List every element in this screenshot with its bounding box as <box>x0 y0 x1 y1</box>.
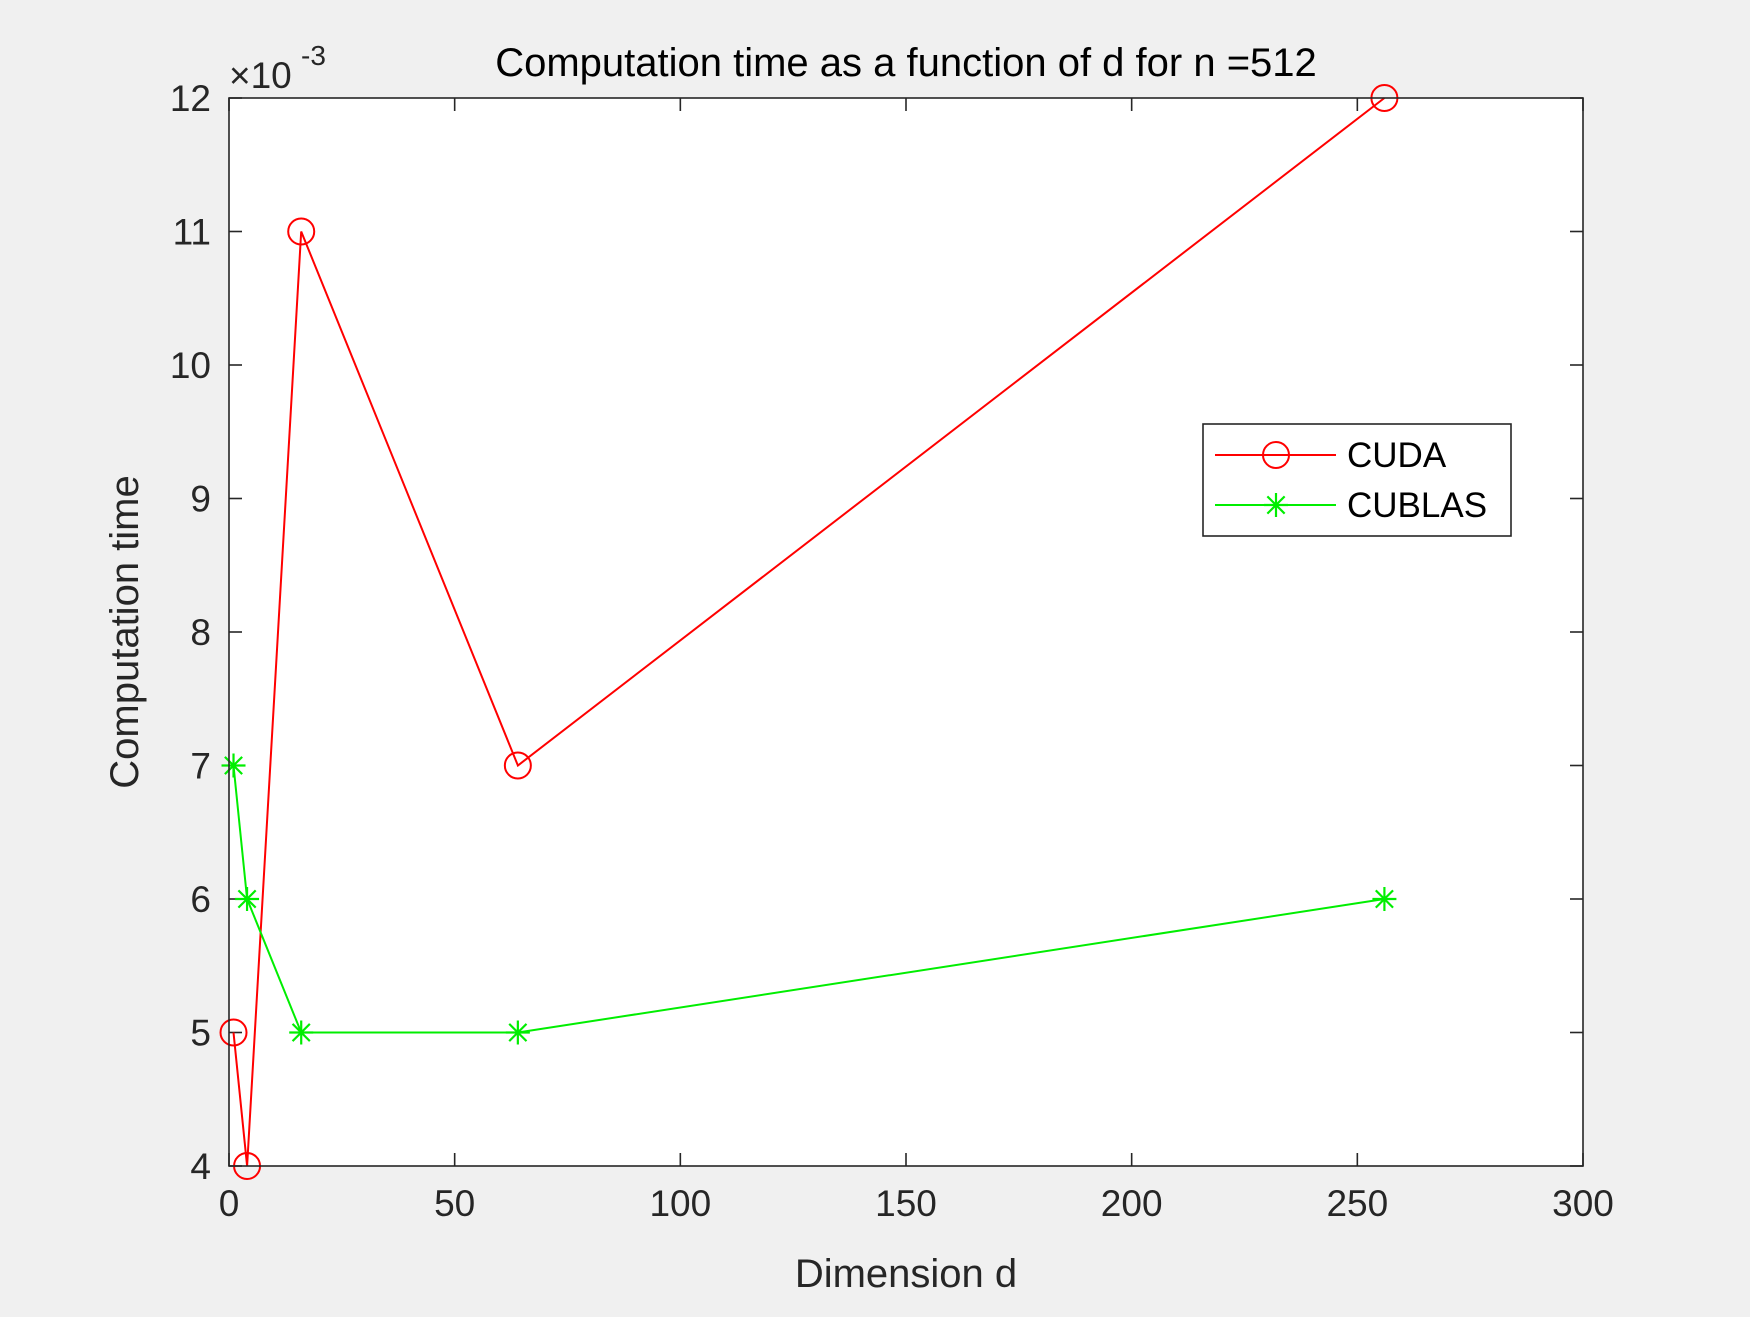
x-tick-label: 50 <box>434 1183 475 1224</box>
legend-box <box>1202 423 1512 537</box>
data-point-cublas <box>505 1020 530 1045</box>
x-tick-label: 100 <box>649 1183 711 1224</box>
plot-area <box>229 98 1583 1166</box>
data-point-cublas <box>235 887 260 911</box>
y-tick-label: 8 <box>190 612 211 653</box>
series-layer <box>219 84 1399 1180</box>
y-tick-label: 6 <box>190 879 211 920</box>
data-point-cuda <box>287 217 316 246</box>
chart-title: Computation time as a function of d for … <box>495 41 1317 85</box>
x-tick-label: 0 <box>219 1183 240 1224</box>
ticks-layer: 0 50 100 150 200 250 300 4 5 6 7 8 9 10 11 12 <box>170 78 1614 1224</box>
y-axis-exponent: ×10 -3 <box>229 40 326 96</box>
data-point-cublas <box>221 753 246 778</box>
data-point-cublas <box>1372 887 1397 911</box>
y-tick-label: 10 <box>170 345 211 386</box>
legend: CUDA CUBLAS <box>1202 423 1512 537</box>
data-point-cuda <box>503 751 532 780</box>
x-tick-label: 250 <box>1326 1183 1388 1224</box>
legend-marker-cuda <box>1262 441 1290 469</box>
x-axis-label: Dimension d <box>795 1252 1017 1296</box>
data-point-cuda <box>219 1018 248 1047</box>
legend-marker-cublas <box>1264 493 1288 517</box>
y-tick-label: 11 <box>173 212 211 253</box>
y-axis-label: Computation time <box>103 475 147 788</box>
x-tick-label: 200 <box>1101 1183 1163 1224</box>
plot-frame <box>228 97 1584 1167</box>
legend-label-cuda: CUDA <box>1347 436 1447 475</box>
series-line-cuda <box>232 97 1386 1167</box>
y-tick-label: 12 <box>170 78 211 119</box>
y-tick-label: 7 <box>190 746 211 787</box>
y-tick-label: 4 <box>190 1146 211 1187</box>
legend-label-cublas: CUBLAS <box>1347 486 1487 525</box>
y-exponent-base: ×10 <box>229 55 292 96</box>
y-exponent-power: -3 <box>301 40 326 71</box>
x-tick-label: 150 <box>875 1183 937 1224</box>
y-tick-label: 5 <box>190 1013 211 1054</box>
data-point-cublas <box>289 1020 314 1045</box>
y-tick-label: 9 <box>190 479 211 520</box>
x-tick-label: 300 <box>1552 1183 1614 1224</box>
